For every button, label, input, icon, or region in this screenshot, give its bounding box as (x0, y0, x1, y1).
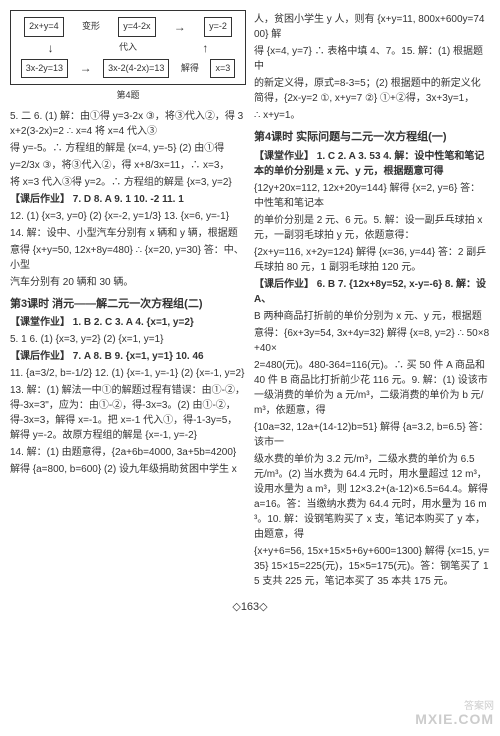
diagram-cell: y=-2 (204, 17, 232, 37)
arrow-icon: ↑ (202, 39, 208, 57)
text: 级水费的单价为 3.2 元/m³，二级水费的单价为 6.5 元/m³。(2) 当… (254, 452, 490, 542)
homework-heading: 【课后作业】 7. A 8. B 9. {x=1, y=1} 10. 46 (10, 349, 246, 364)
text: {12y+20x=112, 12x+20y=144} 解得 {x=2, y=6}… (254, 181, 490, 211)
text: 2=480(元)。480-364=116(元)。∴ 买 50 件 A 商品和 4… (254, 358, 490, 418)
text: y=2/3x ③，将③代入②，得 x+8/3x=11，∴ x=3， (10, 158, 246, 173)
text: 得 {x=4, y=7} ∴ 表格中填 4、7。15. 解：(1) 根据题中 (254, 44, 490, 74)
text: 14. 解：设中、小型汽车分别有 x 辆和 y 辆，根据题 (10, 226, 246, 241)
text: 12. (1) {x=3, y=0} (2) {x=-2, y=1/3} 13.… (10, 209, 246, 224)
diagram-cell: 3x-2y=13 (21, 59, 68, 79)
text: 解得 {a=800, b=600} (2) 设九年级捐助贫困中学生 x (10, 462, 246, 477)
text: 14. 解：(1) 由题意得，{2a+6b=4000, 3a+5b=4200} (10, 445, 246, 460)
text: B 两种商品打折前的单价分别为 x 元、y 元，根据题 (254, 309, 490, 324)
page-number: ◇163◇ (10, 599, 490, 616)
watermark: MXIE.COM (415, 709, 494, 730)
classwork-heading: 【课堂作业】 1. C 2. A 3. 53 4. 解：设中性笔和笔记本的单价分… (254, 149, 490, 179)
text: 意得 {x+y=50, 12x+8y=480} ∴ {x=20, y=30} 答… (10, 243, 246, 273)
arrow-icon: → (174, 18, 186, 36)
text: 得 y=-5。∴ 方程组的解是 {x=4, y=-5} (2) 由①得 (10, 141, 246, 156)
text: 11. {a=3/2, b=-1/2} 12. (1) {x=-1, y=-1}… (10, 366, 246, 381)
homework-heading: 【课后作业】 7. D 8. A 9. 1 10. -2 11. 1 (10, 192, 246, 207)
diagram-cell: y=4-2x (118, 17, 155, 37)
text: 5. 1 6. (1) {x=3, y=2} (2) {x=1, y=1} (10, 332, 246, 347)
text: 13. 解：(1) 解法一中①的解题过程有错误：由①-②，得-3x=3"，应为：… (10, 383, 246, 443)
diagram-cell: x=3 (210, 59, 235, 79)
text: 5. 二 6. (1) 解：由①得 y=3-2x ③，将③代入②，得 3x+2(… (10, 109, 246, 139)
diagram-box: 2x+y=4 变形 y=4-2x → y=-2 ↓ 代入 ↑ 3x-2y=13 … (10, 10, 246, 85)
classwork-heading: 【课堂作业】 1. B 2. C 3. A 4. {x=1, y=2} (10, 315, 246, 330)
text: {10a=32, 12a+(14-12)b=51} 解得 {a=3.2, b=6… (254, 420, 490, 450)
diagram-caption: 第4题 (10, 89, 246, 103)
text: {2x+y=116, x+2y=124} 解得 {x=36, y=44} 答：2… (254, 245, 490, 275)
section-heading: 第3课时 消元——解二元一次方程组(二) (10, 296, 246, 313)
diagram-arrow-label: 变形 (82, 20, 100, 34)
text: 人，贫困小学生 y 人，则有 {x+y=11, 800x+600y=7400} … (254, 12, 490, 42)
text: ∴ x+y=1。 (254, 108, 490, 123)
homework-heading: 【课后作业】 6. B 7. {12x+8y=52, x-y=-6} 8. 解：… (254, 277, 490, 307)
text: 汽车分别有 20 辆和 30 辆。 (10, 275, 246, 290)
text: 的单价分别是 2 元、6 元。5. 解：设一副乒乓球拍 x 元，一副羽毛球拍 y… (254, 213, 490, 243)
text: 意得：{6x+3y=54, 3x+4y=32} 解得 {x=8, y=2} ∴ … (254, 326, 490, 356)
text: {x+y+6=56, 15x+15×5+6y+600=1300} 解得 {x=1… (254, 544, 490, 589)
text: 将 x=3 代入③得 y=2。∴ 方程组的解是 {x=3, y=2} (10, 175, 246, 190)
diagram-cell: 3x-2(4-2x)=13 (103, 59, 169, 79)
arrow-icon: ↓ (48, 39, 54, 57)
text: 的新定义得，原式=8-3=5；(2) 根据题中的新定义化简得，{2x-y=2 ①… (254, 76, 490, 106)
section-heading: 第4课时 实际问题与二元一次方程组(一) (254, 129, 490, 146)
diagram-label: 代入 (119, 41, 137, 55)
arrow-icon: → (80, 59, 92, 77)
diagram-label: 解得 (181, 62, 199, 76)
diagram-cell: 2x+y=4 (24, 17, 64, 37)
